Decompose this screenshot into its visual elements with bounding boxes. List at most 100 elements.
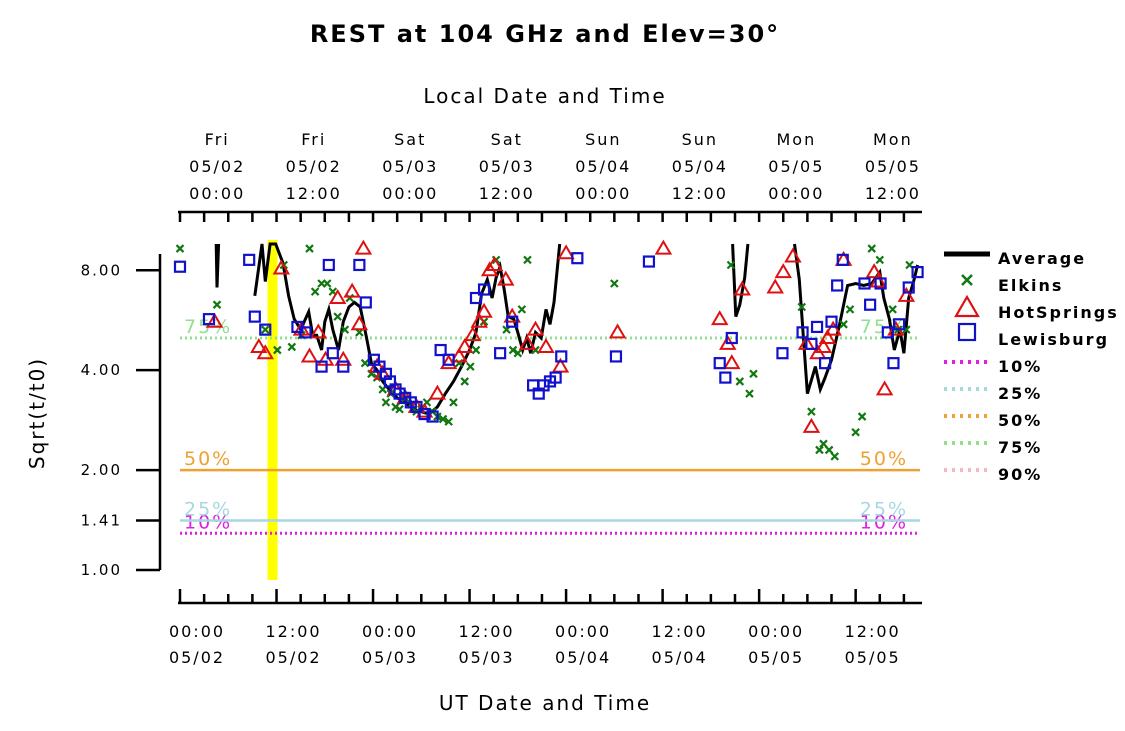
hotsprings-point (428, 384, 447, 400)
top-tick-date: 05/04 (672, 157, 728, 176)
lewisburg-point (831, 279, 844, 292)
lewisburg-point (410, 400, 423, 414)
elkins-point (212, 300, 222, 309)
top-tick-day: Fri (301, 130, 326, 149)
elkins-point (438, 414, 448, 424)
elkins-point (466, 362, 475, 371)
top-tick-date: 05/03 (382, 157, 438, 176)
hotsprings-point (774, 263, 793, 279)
lewisburg-point (713, 357, 726, 370)
legend: Average Elkins HotSprings Lewisburg 10% 25% 50… (944, 249, 1117, 484)
lewisburg-point (477, 283, 491, 296)
elkins-point (287, 342, 297, 352)
lewisburg-point (776, 347, 789, 360)
lewisburg-point (469, 291, 483, 305)
elkins-point (340, 325, 350, 334)
lewisburg-point (434, 343, 447, 357)
top-tick-date: 05/02 (189, 157, 245, 176)
top-tick-day: Mon (776, 130, 816, 149)
elkins-point (830, 452, 840, 461)
hotsprings-point (464, 326, 482, 342)
top-tick-time: 00:00 (189, 184, 245, 203)
hotsprings-point (205, 312, 224, 328)
elkins-point (875, 255, 885, 265)
lewisburg-point (315, 360, 328, 373)
plot-series (173, 239, 924, 461)
elkins-point (839, 320, 848, 329)
lewisburg-point (810, 320, 824, 334)
lewisburg-point (836, 253, 849, 266)
top-tick-day: Sun (585, 130, 621, 149)
bottom-tick-time: 12:00 (265, 622, 321, 641)
bottom-tick-date: 05/04 (652, 648, 708, 667)
hotsprings-point (814, 337, 833, 353)
chart-title: REST at 104 GHz and Elev=30° (310, 20, 780, 48)
average-line-segment (731, 243, 750, 318)
legend-average-label: Average (998, 249, 1086, 268)
lewisburg-point (322, 258, 335, 272)
legend-percentile-25-label: 25% (998, 384, 1042, 403)
elkins-point (867, 244, 877, 253)
y-tick-label: 1.00 (81, 561, 122, 579)
elkins-point (333, 312, 342, 321)
top-tick-time: 00:00 (768, 184, 824, 203)
bottom-tick-date: 05/02 (265, 648, 321, 667)
bottom-tick-date: 05/05 (845, 648, 901, 667)
elkins-point (360, 358, 370, 368)
lewisburg-point (549, 371, 562, 384)
legend-lewisburg-label: Lewisburg (998, 330, 1109, 349)
elkins-point (305, 244, 314, 253)
lewisburg-point (442, 353, 455, 366)
hotsprings-point (485, 255, 504, 271)
elkins-point (381, 398, 391, 407)
elkins-point (391, 402, 400, 412)
bottom-tick-time: 12:00 (652, 622, 708, 641)
hotsprings-point (250, 337, 268, 353)
bottom-tick-date: 05/03 (362, 648, 418, 667)
lewisburg-point (864, 298, 877, 311)
hotsprings-point (608, 323, 627, 339)
elkins-point (735, 377, 745, 386)
hotsprings-point (537, 337, 555, 353)
lewisburg-point (719, 371, 732, 384)
top-tick-time: 00:00 (382, 184, 438, 203)
elkins-point (273, 345, 282, 355)
percentile-label-left-50: 50% (184, 448, 232, 470)
hotsprings-point (865, 263, 883, 279)
elkins-point (845, 305, 855, 314)
elkins-point (610, 279, 619, 288)
hotsprings-point (824, 320, 842, 336)
elkins-point (851, 427, 860, 437)
elkins-point (508, 345, 518, 355)
top-tick-date: 05/05 (768, 157, 824, 176)
lewisburg-point (874, 277, 887, 290)
hotsprings-point (470, 312, 488, 328)
lewisburg-point (818, 357, 832, 370)
elkins-point (517, 305, 527, 314)
y-tick-label: 1.41 (81, 511, 122, 529)
hotsprings-point (309, 323, 328, 339)
lewisburg-point (725, 331, 738, 345)
elkins-point (322, 279, 332, 288)
lewisburg-point (881, 326, 894, 339)
y-tick-label: 8.00 (81, 261, 122, 279)
bottom-tick-date: 05/05 (748, 648, 804, 667)
top-tick-time: 12:00 (286, 184, 342, 203)
bottom-tick-date: 05/02 (169, 648, 225, 667)
legend-elkins-symbol (961, 274, 973, 286)
top-axis-title: Local Date and Time (423, 84, 666, 108)
axes: 1.00 1.41 2.00 4.00 8.00 00:00 05/02 12:00 05/02… (81, 130, 922, 667)
y-axis-title: Sqrt(t/t0) (25, 357, 49, 469)
top-tick-day: Sat (394, 130, 426, 149)
legend-hotsprings-symbol (954, 294, 980, 318)
legend-elkins-label: Elkins (998, 276, 1063, 295)
lewisburg-point (373, 360, 386, 373)
percentile-label-left-25: 25% (184, 498, 232, 520)
lewisburg-point (642, 255, 656, 268)
hotsprings-point (526, 320, 545, 336)
hotsprings-point (334, 350, 353, 366)
lewisburg-point (494, 347, 507, 360)
percentile-label-left-10: 10% (184, 511, 232, 533)
